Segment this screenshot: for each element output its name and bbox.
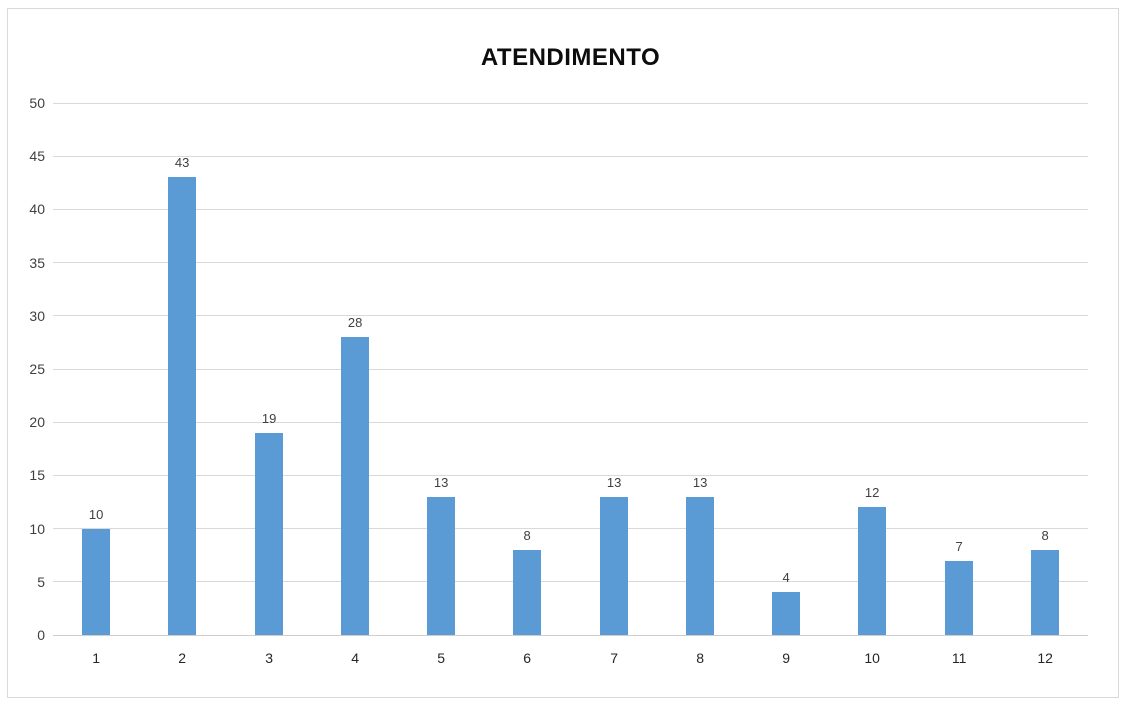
- bar-series-12: [1031, 550, 1059, 635]
- x-tick-label: 3: [265, 650, 274, 666]
- y-tick-label: 40: [29, 201, 45, 218]
- y-gridline: [53, 474, 1088, 476]
- x-axis-line: [53, 634, 1088, 636]
- bar-series-10: [858, 507, 886, 635]
- data-label: 8: [523, 528, 531, 543]
- y-gridline: [53, 155, 1088, 157]
- y-gridline: [53, 315, 1088, 317]
- data-label: 8: [1041, 528, 1049, 543]
- y-tick-label: 10: [29, 520, 45, 537]
- chart-title: ATENDIMENTO: [480, 44, 661, 71]
- plot-area: 10 43 19 28 13 8 13 13 4 12 7 8: [53, 102, 1088, 636]
- data-label: 12: [864, 485, 880, 500]
- bar-series-6: [513, 550, 541, 635]
- data-label: 13: [692, 475, 708, 490]
- y-gridline: [53, 421, 1088, 423]
- bar-series-9: [772, 592, 800, 635]
- y-gridline: [53, 102, 1088, 104]
- data-label: 13: [606, 475, 622, 490]
- bar-series-8: [686, 497, 714, 635]
- data-label: 28: [347, 315, 363, 330]
- x-tick-label: 9: [782, 650, 791, 666]
- y-tick-label: 30: [29, 307, 45, 324]
- y-gridline: [53, 208, 1088, 210]
- x-tick-label: 1: [92, 650, 101, 666]
- x-tick-label: 4: [351, 650, 360, 666]
- y-gridline: [53, 581, 1088, 583]
- data-label: 10: [88, 507, 104, 522]
- bar-series-11: [945, 561, 973, 635]
- x-tick-label: 6: [523, 650, 532, 666]
- y-tick-label: 0: [37, 627, 45, 643]
- x-tick-label: 5: [437, 650, 446, 666]
- y-tick-label: 5: [37, 573, 45, 590]
- y-gridline: [53, 368, 1088, 370]
- data-label: 19: [261, 411, 277, 426]
- y-tick-label: 20: [29, 414, 45, 431]
- bar-series-5: [427, 497, 455, 635]
- x-tick-label: 11: [951, 650, 967, 666]
- x-tick-label: 8: [696, 650, 705, 666]
- y-gridline: [53, 262, 1088, 264]
- x-tick-label: 10: [864, 650, 880, 666]
- y-tick-label: 35: [29, 254, 45, 271]
- x-tick-label: 7: [610, 650, 619, 666]
- y-tick-label: 45: [29, 148, 45, 165]
- x-tick-label: 12: [1037, 650, 1053, 666]
- data-label: 43: [174, 155, 190, 170]
- data-label: 13: [433, 475, 449, 490]
- bar-series-3: [255, 433, 283, 635]
- y-tick-label: 25: [29, 361, 45, 377]
- bar-series-7: [600, 497, 628, 635]
- data-label: 4: [782, 570, 790, 585]
- bar-series-1: [82, 529, 110, 635]
- y-gridline: [53, 528, 1088, 530]
- data-label: 7: [955, 539, 963, 554]
- y-tick-label: 50: [29, 95, 45, 111]
- y-tick-label: 15: [29, 467, 45, 484]
- bar-series-4: [341, 337, 369, 635]
- bar-series-2: [168, 177, 196, 635]
- x-tick-label: 2: [178, 650, 187, 666]
